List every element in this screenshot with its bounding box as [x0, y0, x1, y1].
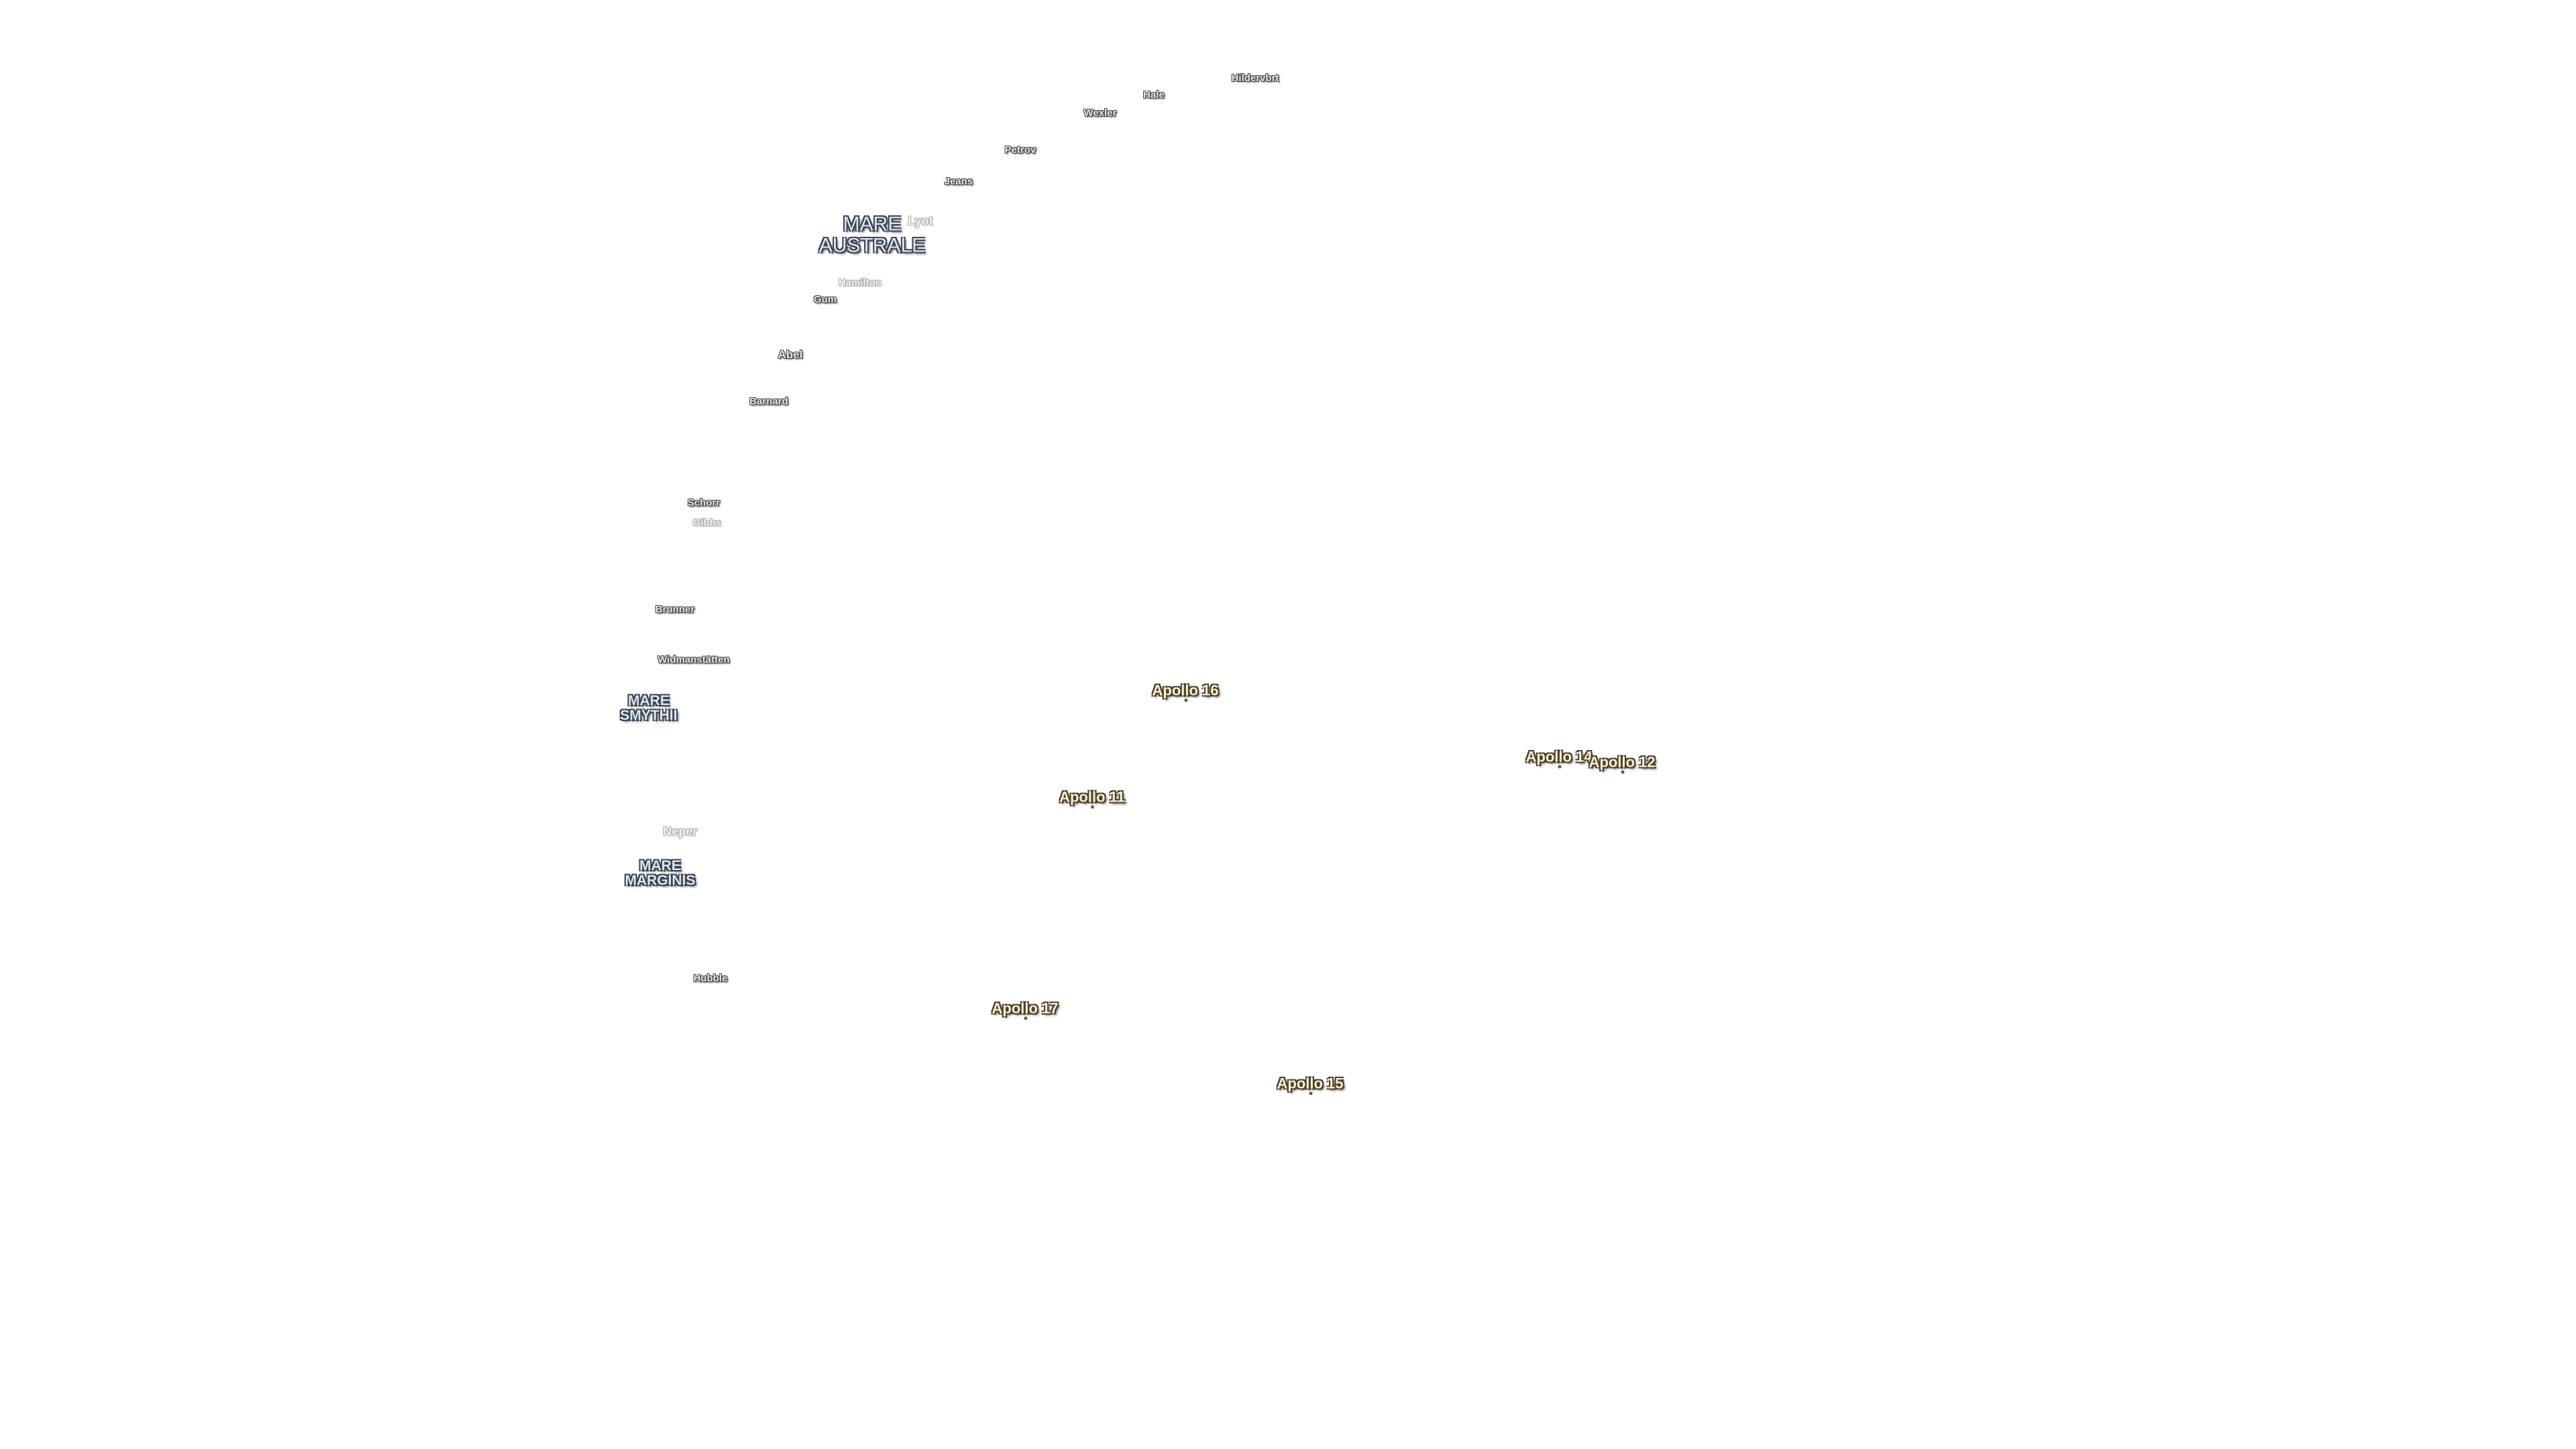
- mare-label-line: AUSTRALE: [818, 234, 926, 256]
- crater-label[interactable]: Barnard: [749, 396, 788, 408]
- crater-label[interactable]: Hale: [1143, 89, 1165, 101]
- landing-site-label[interactable]: Apollo 15: [1277, 1075, 1344, 1095]
- mare-label[interactable]: MARE MARGINIS: [625, 857, 696, 888]
- landing-site-label[interactable]: Apollo 17: [991, 1000, 1059, 1020]
- crater-label[interactable]: Hamilton: [838, 277, 882, 289]
- crater-label[interactable]: Abel: [777, 348, 803, 362]
- crater-label[interactable]: Wexler: [1083, 107, 1117, 119]
- mare-label-line: MARE: [639, 857, 681, 873]
- crater-label[interactable]: Neper: [663, 824, 698, 839]
- landing-site-label[interactable]: Apollo 14: [1525, 748, 1593, 769]
- landing-site-label[interactable]: Apollo 16: [1152, 682, 1219, 702]
- crater-label[interactable]: Jeans: [944, 176, 973, 188]
- mare-label-line: MARGINIS: [625, 873, 696, 888]
- crater-label[interactable]: Brunner: [655, 604, 695, 616]
- mare-label[interactable]: MARE AUSTRALE: [818, 213, 926, 256]
- crater-label[interactable]: Lyot: [908, 214, 933, 228]
- crater-label[interactable]: Gibbs: [692, 517, 722, 529]
- crater-label[interactable]: Hildervbrt: [1231, 72, 1279, 85]
- mare-label-line: MARE: [628, 692, 669, 708]
- mare-label-line: MARE: [843, 213, 902, 235]
- crater-label[interactable]: Schorr: [687, 497, 720, 509]
- mare-label[interactable]: MARE SMYTHII: [620, 692, 678, 723]
- crater-label[interactable]: Hubble: [693, 973, 728, 985]
- crater-label[interactable]: Petrov: [1004, 144, 1036, 156]
- crater-label[interactable]: Gum: [813, 294, 837, 306]
- mare-label-line: SMYTHII: [620, 708, 678, 723]
- landing-site-label[interactable]: Apollo 11: [1059, 788, 1125, 809]
- landing-site-label[interactable]: Apollo 12: [1589, 753, 1656, 774]
- crater-label[interactable]: Widmanstätten: [657, 654, 730, 666]
